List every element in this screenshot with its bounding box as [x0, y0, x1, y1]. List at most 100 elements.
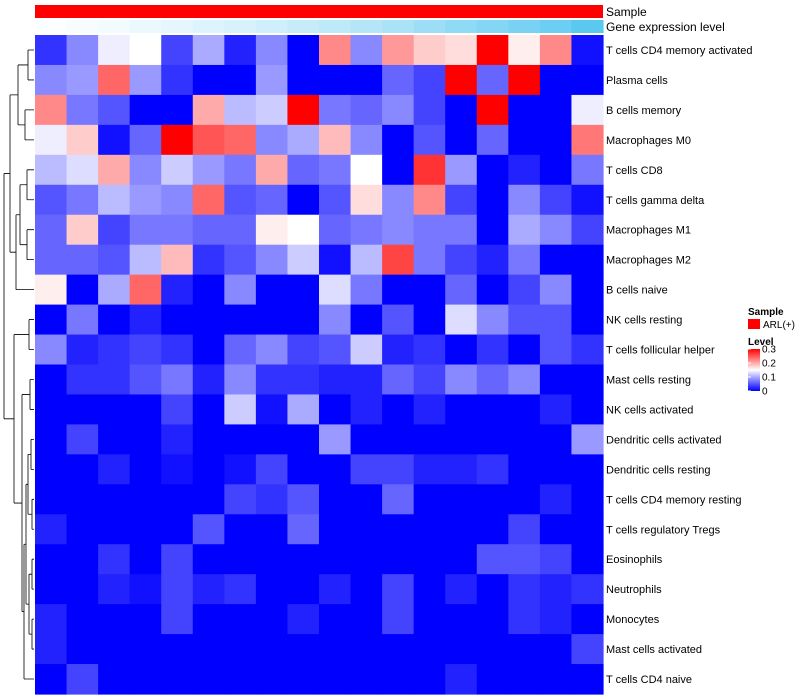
heatmap-cell	[445, 304, 478, 336]
heatmap-cell	[319, 484, 352, 515]
heatmap-cell	[571, 424, 604, 455]
heatmap-cell	[255, 634, 289, 665]
heatmap-cell	[224, 514, 257, 545]
heatmap-cell	[476, 124, 509, 156]
heatmap-cell	[508, 304, 541, 336]
heatmap-cell	[350, 364, 383, 396]
heatmap-cell	[445, 35, 478, 66]
heatmap-cell	[445, 454, 478, 485]
heatmap-cell	[382, 124, 415, 156]
heatmap-cell	[445, 514, 478, 545]
heatmap-cell	[508, 274, 541, 306]
heatmap-cell	[476, 484, 509, 515]
heatmap-cell	[98, 64, 131, 96]
heatmap-cell	[413, 664, 446, 695]
heatmap-cell	[287, 184, 320, 216]
heatmap-cell	[287, 394, 320, 426]
heatmap-cell	[66, 334, 99, 366]
heatmap-cell	[508, 364, 541, 396]
heatmap-cell	[445, 544, 478, 575]
heatmap-cell	[508, 514, 541, 545]
heatmap-cell	[255, 184, 289, 216]
heatmap-cell	[476, 544, 509, 575]
heatmap-cell	[129, 184, 162, 216]
heatmap-cell	[382, 424, 415, 455]
heatmap-cell	[35, 304, 68, 336]
heatmap-cell	[255, 334, 289, 366]
heatmap-cell	[571, 604, 604, 635]
heatmap-cell	[319, 604, 352, 635]
heatmap-cell	[224, 244, 257, 276]
heatmap-cell	[445, 124, 478, 156]
legend-sample-swatch	[748, 319, 760, 329]
expression-annotation-cell	[350, 20, 383, 33]
heatmap-cell	[476, 94, 509, 126]
heatmap-cell	[192, 574, 225, 605]
heatmap-cell	[35, 214, 68, 246]
heatmap-cell	[255, 154, 289, 186]
heatmap-cell	[476, 454, 509, 485]
heatmap-cell	[66, 424, 99, 455]
heatmap-cell	[287, 634, 320, 665]
heatmap-cell	[539, 664, 573, 695]
heatmap-cell	[98, 154, 131, 186]
heatmap-cell	[413, 154, 446, 186]
heatmap-cell	[350, 244, 383, 276]
heatmap-cell	[319, 334, 352, 366]
heatmap-cell	[35, 514, 68, 545]
heatmap-cell	[224, 184, 257, 216]
row-dendrogram	[3, 49, 34, 680]
heatmap-cell	[129, 124, 162, 156]
row-label: Macrophages M1	[606, 225, 691, 237]
heatmap-cell	[571, 394, 604, 426]
heatmap-cell	[508, 184, 541, 216]
heatmap-cell	[255, 244, 289, 276]
heatmap-cell	[382, 184, 415, 216]
heatmap-cell	[413, 214, 446, 246]
heatmap-cell	[224, 35, 257, 66]
heatmap-cell	[287, 514, 320, 545]
heatmap-cell	[445, 424, 478, 455]
heatmap-cell	[98, 514, 131, 545]
expression-annotation-cell	[129, 20, 162, 33]
heatmap-cell	[224, 94, 257, 126]
heatmap-cell	[66, 634, 99, 665]
heatmap-cell	[161, 514, 194, 545]
dendrogram-branches	[3, 49, 34, 680]
heatmap-cell	[224, 124, 257, 156]
heatmap-cell	[571, 154, 604, 186]
expression-annotation-cell	[224, 20, 257, 33]
row-label: NK cells resting	[606, 315, 682, 327]
heatmap-cell	[539, 304, 573, 336]
heatmap-cell	[224, 484, 257, 515]
heatmap-cell	[192, 664, 225, 695]
heatmap-cell	[255, 424, 289, 455]
heatmap-cell	[571, 514, 604, 545]
expression-annotation-cell	[571, 20, 604, 33]
heatmap-cell	[445, 184, 478, 216]
heatmap-cell	[287, 214, 320, 246]
heatmap-cell	[445, 154, 478, 186]
heatmap-cell	[66, 394, 99, 426]
heatmap-cell	[350, 214, 383, 246]
heatmap-cell	[539, 484, 573, 515]
heatmap-cell	[476, 574, 509, 605]
heatmap-cell	[382, 544, 415, 575]
heatmap-cell	[192, 484, 225, 515]
heatmap-cell	[192, 244, 225, 276]
heatmap-cell	[508, 544, 541, 575]
heatmap-cell	[350, 304, 383, 336]
heatmap-cell	[255, 514, 289, 545]
heatmap-cell	[319, 304, 352, 336]
heatmap-cell	[66, 484, 99, 515]
heatmap-cell	[445, 634, 478, 665]
heatmap-cell	[319, 634, 352, 665]
heatmap-cell	[287, 124, 320, 156]
heatmap-cell	[445, 274, 478, 306]
heatmap-cell	[413, 334, 446, 366]
heatmap-cell	[571, 244, 604, 276]
heatmap-cell	[66, 304, 99, 336]
heatmap-cell	[161, 334, 194, 366]
expression-annotation-cell	[382, 20, 415, 33]
heatmap-cell	[287, 484, 320, 515]
